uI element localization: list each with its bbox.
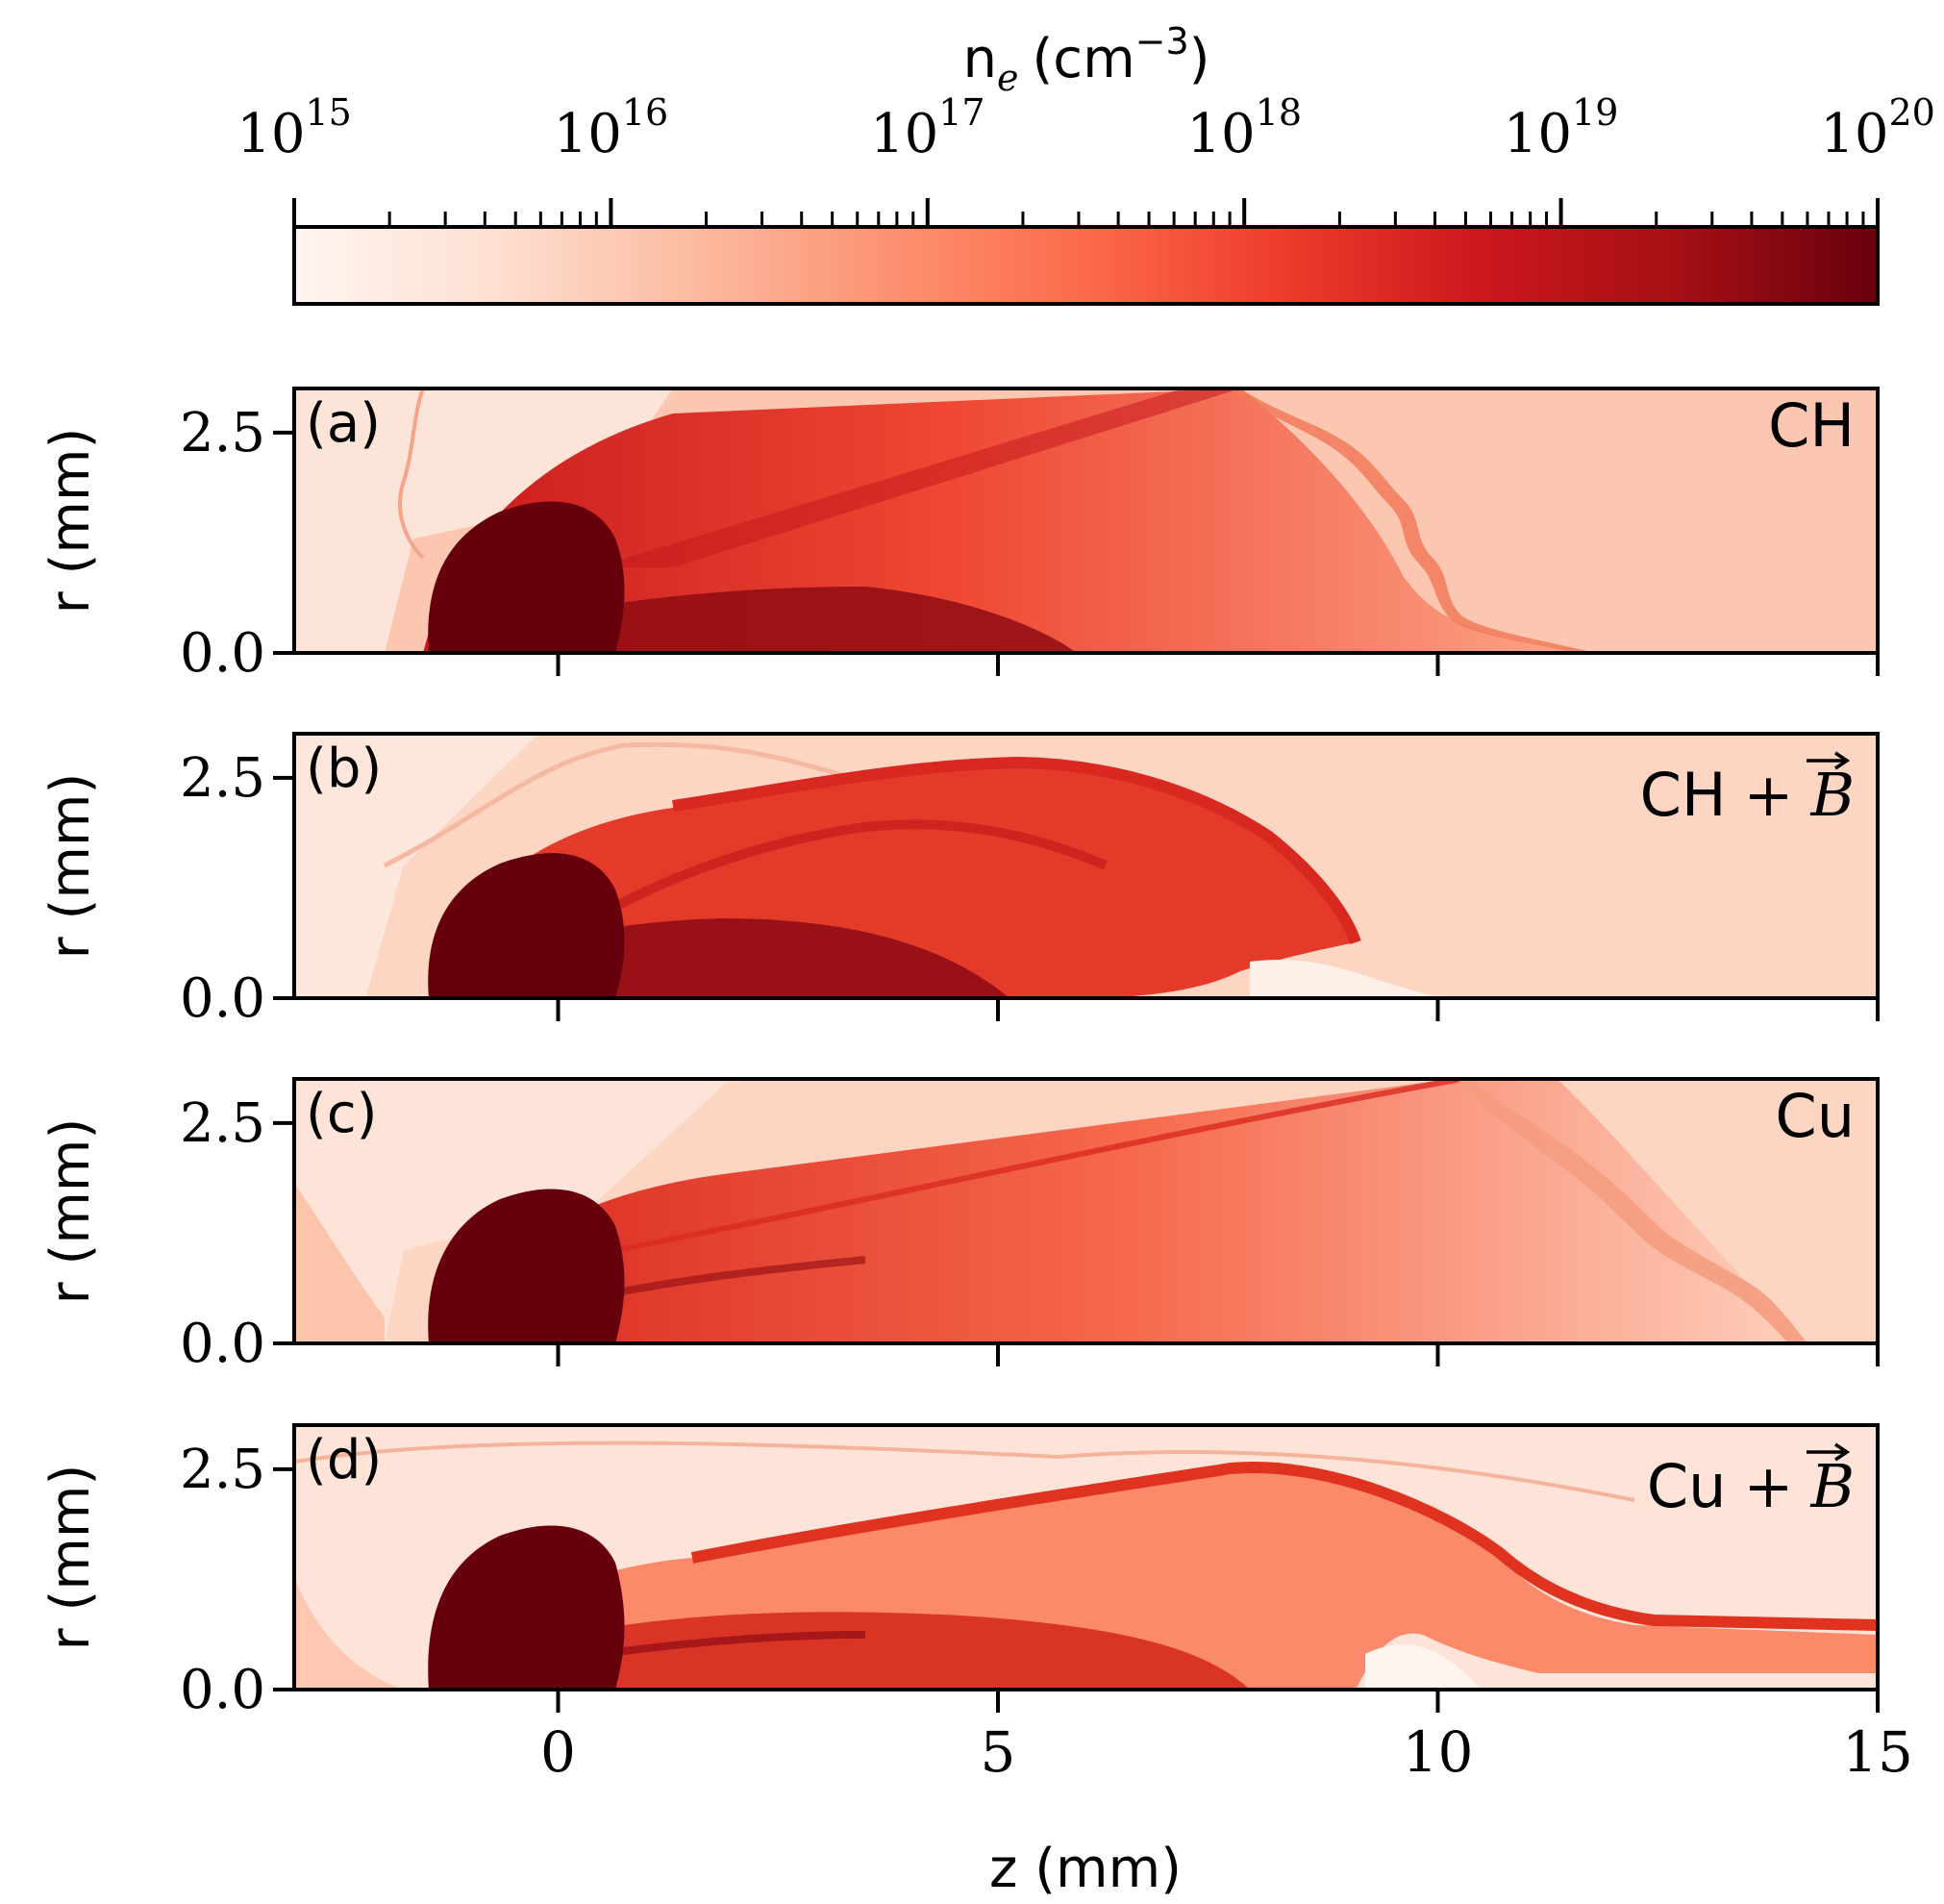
colorbar-ticks <box>292 198 1880 227</box>
panel-d-density-map <box>294 1425 1878 1690</box>
colorbar-tick-label-exp: 20 <box>1888 91 1934 134</box>
panel-tag-c: (c) <box>306 1083 377 1145</box>
colorbar-tick-label-exp: 19 <box>1572 91 1618 134</box>
panel-name-c: Cu <box>1775 1081 1855 1151</box>
panel-d <box>292 1423 1880 1691</box>
colorbar-label-close: ) <box>1189 28 1210 90</box>
panel-name-text: Cu <box>1775 1081 1855 1151</box>
panel-b <box>292 732 1880 1000</box>
colorbar-tick-label-base: 10 <box>1820 103 1888 165</box>
colorbar-label: ne (cm−3) <box>962 20 1209 99</box>
colorbar-tick-label: 1020 <box>1820 91 1935 165</box>
x-tick-label: 10 <box>1403 1719 1474 1785</box>
colorbar-tick-label-exp: 15 <box>305 91 351 134</box>
y-tick-label: 2.5 <box>180 1439 265 1501</box>
x-axis-label: z (mm) <box>989 1838 1182 1900</box>
colorbar-tick-label-base: 10 <box>1186 103 1255 165</box>
panel-plus: + <box>1743 760 1793 830</box>
panel-tag-a: (a) <box>306 392 381 455</box>
panel-tag-b: (b) <box>306 738 382 800</box>
y-axis-label: r (mm) <box>39 1465 102 1651</box>
panel-d-frame <box>292 1423 1880 1691</box>
panel-a-density-map <box>294 388 1878 653</box>
field-symbol: B <box>1809 760 1855 830</box>
colorbar-tick-label-base: 10 <box>1504 103 1572 165</box>
field-symbol: B <box>1809 1451 1855 1521</box>
y-tick-label: 2.5 <box>180 1092 265 1155</box>
x-tick-label: 5 <box>981 1719 1016 1785</box>
y-tick-label: 0.0 <box>180 622 265 685</box>
vector-arrow-icon <box>1807 751 1851 770</box>
vector-arrow-icon <box>1807 1442 1851 1462</box>
colorbar-gradient <box>292 225 1880 306</box>
axes-layer: (a) CH0.02.5r (mm)(b) CH + B0.02.5r (mm)(c) C… <box>39 390 1913 1785</box>
colorbar-tick-labels: 1015 1016 1017 1018 1019 1020 <box>237 91 1935 165</box>
colorbar-tick-label-exp: 17 <box>938 91 984 134</box>
colorbar-tick-label-exp: 16 <box>622 91 668 134</box>
panel-name-text: Cu <box>1647 1451 1727 1521</box>
colorbar-tick-label: 1017 <box>870 91 985 165</box>
colorbar-tick-label-base: 10 <box>554 103 622 165</box>
panel-name-d: Cu + B <box>1647 1451 1855 1521</box>
x-tick-label: 15 <box>1842 1719 1913 1785</box>
x-tick-label: 0 <box>540 1719 576 1785</box>
colorbar: ne (cm−3) 1015 1016 1017 1018 1019 1020 <box>237 20 1935 306</box>
panel-name-b: CH + B <box>1640 760 1855 830</box>
panel-c-frame <box>292 1077 1880 1345</box>
y-tick-label: 2.5 <box>180 402 265 464</box>
y-tick-label: 0.0 <box>180 967 265 1030</box>
panel-a-frame <box>292 387 1880 655</box>
y-axis-label: r (mm) <box>39 773 102 960</box>
y-tick-label: 2.5 <box>180 747 265 810</box>
colorbar-tick-label: 1019 <box>1504 91 1619 165</box>
y-tick-label: 0.0 <box>180 1659 265 1721</box>
panel-a <box>292 387 1880 655</box>
panel-name-text: CH <box>1768 390 1855 461</box>
y-axis-label: r (mm) <box>39 1118 102 1305</box>
panel-c-density-map <box>294 1079 1878 1343</box>
panel-c <box>292 1077 1880 1345</box>
panel-tag-d: (d) <box>306 1429 382 1491</box>
colorbar-label-sub: e <box>997 57 1019 99</box>
colorbar-label-exp: −3 <box>1135 20 1189 63</box>
panel-b-frame <box>292 732 1880 1000</box>
colorbar-tick-label-base: 10 <box>870 103 938 165</box>
y-axis-label: r (mm) <box>39 428 102 614</box>
colorbar-tick-label-base: 10 <box>237 103 305 165</box>
colorbar-label-main: n <box>962 28 997 90</box>
colorbar-label-unit: (cm <box>1032 28 1134 90</box>
panel-name-a: CH <box>1768 390 1855 461</box>
panel-b-density-map <box>294 734 1878 998</box>
colorbar-tick-label: 1016 <box>554 91 669 165</box>
panel-plus: + <box>1743 1451 1793 1521</box>
panel-name-text: CH <box>1640 760 1727 830</box>
colorbar-tick-label-exp: 18 <box>1256 91 1302 134</box>
colorbar-tick-label: 1018 <box>1186 91 1302 165</box>
colorbar-tick-label: 1015 <box>237 91 352 165</box>
y-tick-label: 0.0 <box>180 1313 265 1375</box>
